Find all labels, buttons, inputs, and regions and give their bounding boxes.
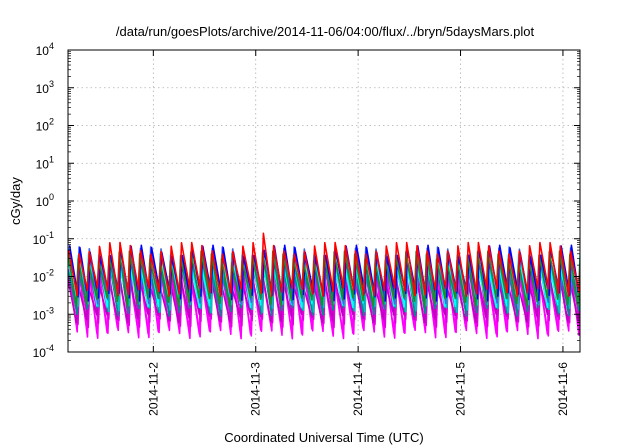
chart-title: /data/run/goesPlots/archive/2014-11-06/0…: [116, 24, 535, 39]
y-tick-label: 101: [36, 154, 54, 171]
y-tick-label: 104: [36, 41, 54, 58]
plot-area: [68, 232, 580, 340]
y-axis-label: cGy/day: [8, 177, 23, 225]
y-tick-label: 103: [36, 79, 54, 96]
x-tick-label: 2014-11-4: [351, 362, 365, 416]
x-tick-label: 2014-11-3: [249, 362, 263, 416]
x-tick-label: 2014-11-5: [454, 362, 468, 416]
x-tick-label: 2014-11-2: [146, 362, 160, 416]
y-tick-label: 100: [36, 192, 54, 209]
series-line-10: [68, 232, 580, 297]
grid-lines: [68, 50, 580, 352]
y-tick-label: 10-2: [33, 268, 54, 285]
y-tick-label: 10-4: [33, 343, 54, 360]
y-tick-label: 10-1: [33, 230, 54, 247]
y-tick-label: 102: [36, 117, 54, 134]
series-line-9: [68, 250, 580, 307]
x-axis-label: Coordinated Universal Time (UTC): [224, 430, 423, 445]
y-tick-label: 10-3: [33, 305, 54, 322]
x-axis-ticks: 2014-11-2 2014-11-3 2014-11-4 2014-11-5 2014…: [146, 50, 570, 416]
plot-frame: [67, 49, 581, 353]
x-tick-label: 2014-11-6: [556, 362, 570, 416]
